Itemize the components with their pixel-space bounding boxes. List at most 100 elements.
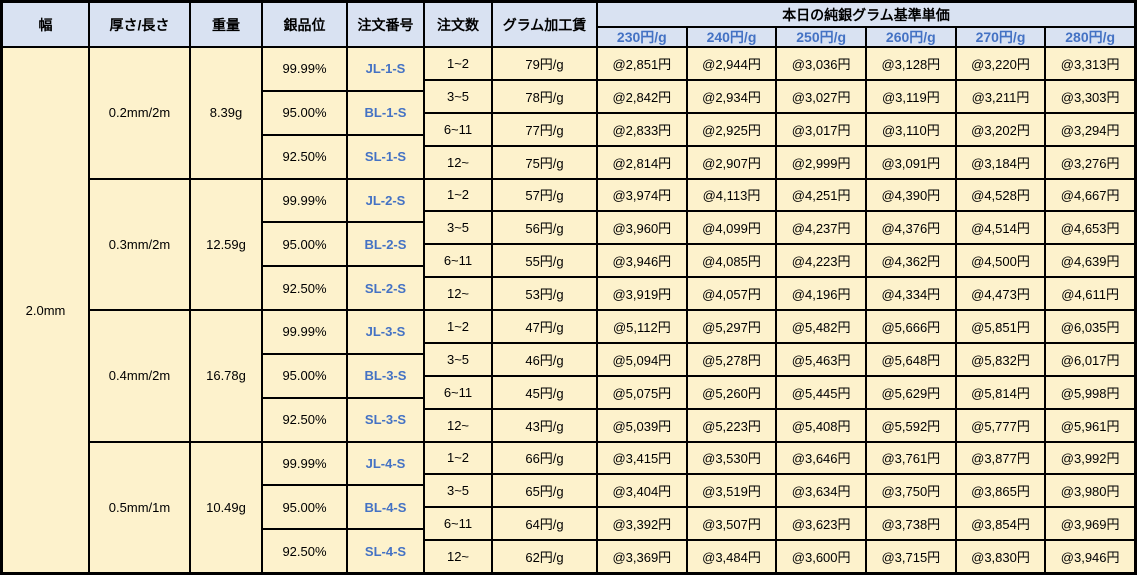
order-code-link[interactable]: JL-4-S — [347, 441, 424, 486]
price-cell: @3,854円 — [955, 507, 1046, 541]
price-cell: @2,925円 — [686, 112, 777, 146]
price-cell: @5,278円 — [686, 342, 777, 376]
order-code-link[interactable]: SL-3-S — [347, 397, 424, 442]
col-header-order-qty: 注文数 — [424, 2, 492, 47]
thickness-cell: 0.2mm/2m — [89, 47, 190, 179]
price-cell: @3,646円 — [776, 441, 866, 475]
price-cell: @6,017円 — [1045, 342, 1135, 376]
qty-range-cell: 1~2 — [424, 47, 492, 80]
price-col-header-270: 270円/g — [955, 27, 1046, 47]
order-code-link[interactable]: SL-2-S — [347, 266, 424, 310]
price-cell: @3,974円 — [597, 178, 687, 212]
price-cell: @4,514円 — [955, 211, 1046, 245]
purity-cell: 92.50% — [262, 397, 347, 442]
thickness-cell: 0.3mm/2m — [89, 178, 190, 310]
price-cell: @5,463円 — [776, 342, 866, 376]
price-cell: @3,091円 — [865, 145, 956, 179]
order-code-link[interactable]: JL-3-S — [347, 310, 424, 354]
price-cell: @5,777円 — [955, 408, 1046, 442]
purity-cell: 99.99% — [262, 47, 347, 91]
price-col-header-280: 280円/g — [1045, 27, 1135, 47]
price-cell: @4,639円 — [1045, 244, 1135, 278]
purity-cell: 99.99% — [262, 310, 347, 354]
price-col-header-260: 260円/g — [865, 27, 956, 47]
order-code-link[interactable]: JL-2-S — [347, 178, 424, 223]
purity-cell: 95.00% — [262, 222, 347, 267]
price-cell: @3,110円 — [865, 112, 956, 146]
price-cell: @3,220円 — [955, 47, 1046, 80]
price-cell: @4,667円 — [1045, 178, 1135, 212]
price-cell: @3,404円 — [597, 474, 687, 508]
price-cell: @3,623円 — [776, 507, 866, 541]
price-cell: @3,750円 — [865, 474, 956, 508]
price-cell: @4,196円 — [776, 277, 866, 310]
price-cell: @4,334円 — [865, 277, 956, 310]
price-cell: @4,223円 — [776, 244, 866, 278]
purity-cell: 99.99% — [262, 178, 347, 223]
price-cell: @4,099円 — [686, 211, 777, 245]
fee-cell: 64円/g — [492, 507, 597, 541]
price-cell: @4,113円 — [686, 178, 777, 212]
order-code-link[interactable]: BL-3-S — [347, 353, 424, 398]
price-cell: @3,865円 — [955, 474, 1046, 508]
order-code-link[interactable]: JL-1-S — [347, 47, 424, 91]
fee-cell: 78円/g — [492, 79, 597, 113]
price-cell: @4,653円 — [1045, 211, 1135, 245]
price-cell: @3,313円 — [1045, 47, 1135, 80]
price-cell: @3,303円 — [1045, 79, 1135, 113]
price-cell: @4,611円 — [1045, 277, 1135, 310]
price-cell: @2,934円 — [686, 79, 777, 113]
price-cell: @5,408円 — [776, 408, 866, 442]
fee-cell: 62円/g — [492, 540, 597, 573]
price-cell: @3,946円 — [597, 244, 687, 278]
purity-cell: 95.00% — [262, 485, 347, 530]
price-cell: @4,500円 — [955, 244, 1046, 278]
price-cell: @2,851円 — [597, 47, 687, 80]
order-code-link[interactable]: SL-4-S — [347, 529, 424, 573]
col-header-weight: 重量 — [190, 2, 262, 47]
price-cell: @2,814円 — [597, 145, 687, 179]
price-cell: @5,223円 — [686, 408, 777, 442]
fee-cell: 45円/g — [492, 375, 597, 409]
price-cell: @2,842円 — [597, 79, 687, 113]
price-cell: @5,666円 — [865, 310, 956, 343]
qty-range-cell: 6~11 — [424, 507, 492, 541]
price-cell: @3,946円 — [1045, 540, 1135, 573]
price-cell: @6,035円 — [1045, 310, 1135, 343]
price-cell: @3,128円 — [865, 47, 956, 80]
fee-cell: 66円/g — [492, 441, 597, 475]
price-cell: @5,592円 — [865, 408, 956, 442]
order-code-link[interactable]: BL-4-S — [347, 485, 424, 530]
price-cell: @3,276円 — [1045, 145, 1135, 179]
price-cell: @5,851円 — [955, 310, 1046, 343]
qty-range-cell: 6~11 — [424, 112, 492, 146]
thickness-cell: 0.5mm/1m — [89, 441, 190, 573]
price-cell: @5,648円 — [865, 342, 956, 376]
weight-cell: 10.49g — [190, 441, 262, 573]
price-cell: @4,057円 — [686, 277, 777, 310]
purity-cell: 95.00% — [262, 353, 347, 398]
order-code-link[interactable]: BL-1-S — [347, 90, 424, 135]
col-header-purity: 銀品位 — [262, 2, 347, 47]
price-cell: @5,482円 — [776, 310, 866, 343]
order-code-link[interactable]: BL-2-S — [347, 222, 424, 267]
price-cell: @3,202円 — [955, 112, 1046, 146]
fee-cell: 55円/g — [492, 244, 597, 278]
price-cell: @5,998円 — [1045, 375, 1135, 409]
weight-cell: 8.39g — [190, 47, 262, 179]
fee-cell: 56円/g — [492, 211, 597, 245]
price-cell: @4,390円 — [865, 178, 956, 212]
order-code-link[interactable]: SL-1-S — [347, 134, 424, 179]
price-cell: @5,961円 — [1045, 408, 1135, 442]
price-group-header: 本日の純銀グラム基準単価 — [597, 2, 1135, 27]
qty-range-cell: 12~ — [424, 277, 492, 310]
price-cell: @5,260円 — [686, 375, 777, 409]
fee-cell: 57円/g — [492, 178, 597, 212]
fee-cell: 65円/g — [492, 474, 597, 508]
fee-cell: 43円/g — [492, 408, 597, 442]
price-col-header-230: 230円/g — [597, 27, 687, 47]
price-cell: @3,415円 — [597, 441, 687, 475]
price-cell: @5,445円 — [776, 375, 866, 409]
price-cell: @4,085円 — [686, 244, 777, 278]
